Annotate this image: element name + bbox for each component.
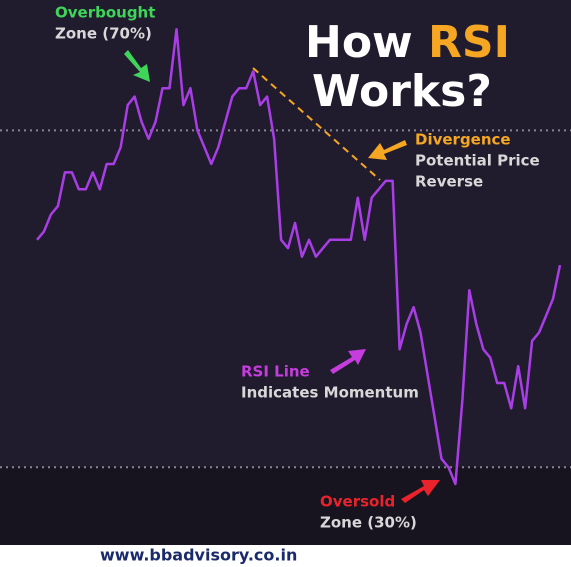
arrow <box>368 140 407 160</box>
annotation: Zone (30%) <box>320 514 417 532</box>
annotation: RSI Line <box>241 363 310 381</box>
title-text: How <box>305 17 413 68</box>
arrow <box>330 349 366 374</box>
title-text: Works? <box>312 66 492 117</box>
arrow <box>124 50 150 82</box>
annotation: Divergence <box>415 131 511 149</box>
annotation: Overbought <box>55 4 155 22</box>
arrow <box>401 480 440 503</box>
oversold-zone <box>0 467 571 545</box>
title-highlight: RSI <box>428 17 510 68</box>
divergence-line <box>252 67 381 181</box>
title: How RSI <box>305 17 510 68</box>
annotation: Reverse <box>415 173 483 191</box>
annotation: Indicates Momentum <box>241 384 419 402</box>
footer: www.bbadvisory.co.in <box>100 546 297 565</box>
annotation: Oversold <box>320 493 395 511</box>
background <box>0 0 571 545</box>
annotation: Zone (70%) <box>55 25 152 43</box>
annotation: Potential Price <box>415 152 540 170</box>
rsi-line <box>36 28 562 486</box>
